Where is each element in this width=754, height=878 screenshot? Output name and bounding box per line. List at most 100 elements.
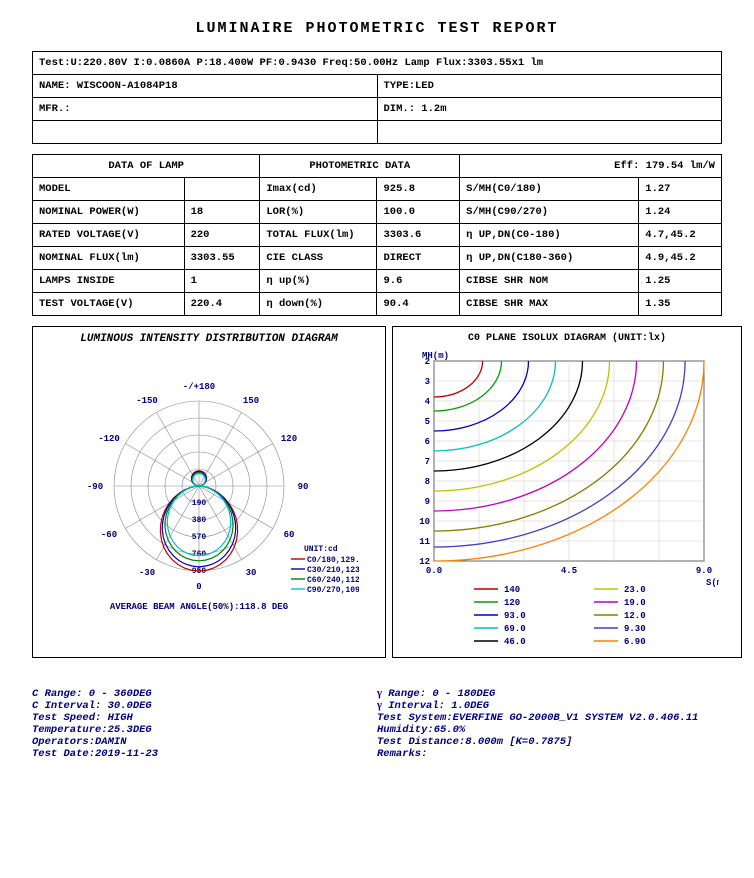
table-cell: η UP,DN(C0-180) [460,224,639,247]
test-line: Test:U:220.80V I:0.0860A P:18.400W PF:0.… [33,52,722,75]
svg-text:-30: -30 [139,568,155,578]
type-cell: TYPE:LED [377,75,722,98]
svg-text:150: 150 [243,396,259,406]
svg-text:19.0: 19.0 [624,598,646,608]
table-cell: TEST VOLTAGE(V) [33,293,185,316]
svg-text:-150: -150 [136,396,158,406]
footer-line: Operators:DAMIN [32,736,377,748]
footer-block: C Range: 0 - 360DEGC Interval: 30.0DEGTe… [32,688,722,760]
svg-text:-60: -60 [101,530,117,540]
table-cell: 3303.55 [184,247,260,270]
svg-text:69.0: 69.0 [504,624,526,634]
table-cell: 925.8 [377,178,460,201]
name-cell: NAME: WISCOON-A1084P18 [33,75,378,98]
footer-line: Test Distance:8.000m [K=0.7875] [377,736,722,748]
table-cell: 100.0 [377,201,460,224]
blank-cell [377,121,722,144]
isolux-chart: C0 PLANE ISOLUX DIAGRAM (UNIT:lx) MH(m)2… [392,326,742,658]
table-cell: 4.9,45.2 [639,247,722,270]
table-cell: 220 [184,224,260,247]
dim-cell: DIM.: 1.2m [377,98,722,121]
table-cell: 90.4 [377,293,460,316]
svg-text:140: 140 [504,585,520,595]
svg-text:3: 3 [425,377,430,387]
table-cell: NOMINAL POWER(W) [33,201,185,224]
footer-line: Remarks: [377,748,722,760]
svg-text:0: 0 [196,582,201,592]
svg-text:570: 570 [192,533,207,542]
table-cell: NOMINAL FLUX(lm) [33,247,185,270]
footer-line: Test Speed: HIGH [32,712,377,724]
table-cell [184,178,260,201]
table-cell: η down(%) [260,293,377,316]
footer-line: C Range: 0 - 360DEG [32,688,377,700]
data-table: DATA OF LAMP PHOTOMETRIC DATA Eff: 179.5… [32,154,722,316]
footer-line: Test System:EVERFINE GO-2000B_V1 SYSTEM … [377,712,722,724]
svg-text:120: 120 [504,598,520,608]
svg-text:C90/270,109.2: C90/270,109.2 [307,586,359,595]
polar-title: LUMINOUS INTENSITY DISTRIBUTION DIAGRAM [39,333,379,345]
table-cell: 9.6 [377,270,460,293]
eff-label: Eff: 179.54 lm/W [460,155,722,178]
blank-cell [33,121,378,144]
footer-line: Humidity:65.0% [377,724,722,736]
photo-header: PHOTOMETRIC DATA [260,155,460,178]
svg-text:9: 9 [425,497,430,507]
isolux-title: C0 PLANE ISOLUX DIAGRAM (UNIT:lx) [399,333,735,344]
table-cell: 1.24 [639,201,722,224]
table-cell: S/MH(C90/270) [460,201,639,224]
table-cell: 1.27 [639,178,722,201]
svg-text:-120: -120 [98,434,120,444]
table-cell: 1.25 [639,270,722,293]
svg-text:2: 2 [425,357,430,367]
table-cell: S/MH(C0/180) [460,178,639,201]
report-title: LUMINAIRE PHOTOMETRIC TEST REPORT [20,20,734,37]
svg-text:C0/180,129.9: C0/180,129.9 [307,556,359,565]
table-cell: LOR(%) [260,201,377,224]
svg-text:12.0: 12.0 [624,611,646,621]
table-cell: η UP,DN(C180-360) [460,247,639,270]
svg-text:46.0: 46.0 [504,637,526,646]
svg-text:60: 60 [284,530,295,540]
footer-line: γ Interval: 1.0DEG [377,700,722,712]
table-cell: 1 [184,270,260,293]
svg-text:760: 760 [192,550,207,559]
lamp-header: DATA OF LAMP [33,155,260,178]
table-cell: CIBSE SHR NOM [460,270,639,293]
svg-text:93.0: 93.0 [504,611,526,621]
svg-text:10: 10 [419,517,430,527]
table-cell: CIE CLASS [260,247,377,270]
svg-text:S(m): S(m) [706,578,719,588]
footer-line: Temperature:25.3DEG [32,724,377,736]
svg-text:0.0: 0.0 [426,566,442,576]
svg-text:380: 380 [192,516,207,525]
svg-text:6: 6 [425,437,430,447]
svg-text:9.30: 9.30 [624,624,646,634]
svg-text:4.5: 4.5 [561,566,577,576]
table-cell: 18 [184,201,260,224]
svg-text:9.0: 9.0 [696,566,712,576]
svg-text:90: 90 [298,482,309,492]
svg-text:UNIT:cd: UNIT:cd [304,545,338,554]
table-cell: CIBSE SHR MAX [460,293,639,316]
table-cell: 220.4 [184,293,260,316]
table-cell: 4.7,45.2 [639,224,722,247]
table-cell: 3303.6 [377,224,460,247]
table-cell: RATED VOLTAGE(V) [33,224,185,247]
table-cell: LAMPS INSIDE [33,270,185,293]
svg-text:11: 11 [419,537,430,547]
table-cell: TOTAL FLUX(lm) [260,224,377,247]
header-table: Test:U:220.80V I:0.0860A P:18.400W PF:0.… [32,51,722,144]
svg-text:7: 7 [425,457,430,467]
table-cell: DIRECT [377,247,460,270]
table-cell: η up(%) [260,270,377,293]
svg-text:30: 30 [246,568,257,578]
svg-text:C60/240,112.8: C60/240,112.8 [307,576,359,585]
footer-line: Test Date:2019-11-23 [32,748,377,760]
table-cell: 1.35 [639,293,722,316]
table-cell: Imax(cd) [260,178,377,201]
table-cell: MODEL [33,178,185,201]
svg-text:8: 8 [425,477,430,487]
svg-text:6.90: 6.90 [624,637,646,646]
svg-text:C30/210,123.5: C30/210,123.5 [307,566,359,575]
